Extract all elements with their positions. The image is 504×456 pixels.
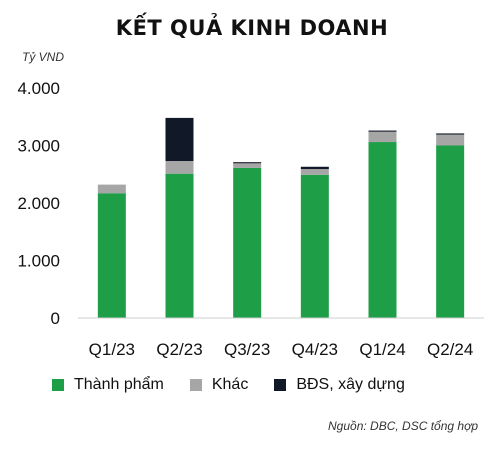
bar-segment-khac-5 [436,134,465,146]
legend-swatch [189,379,202,391]
bar-segment-bds-5 [436,133,465,135]
y-tick-label: 4.000 [17,79,60,98]
y-tick-label: 2.000 [17,194,60,213]
bar-segment-khac-4 [368,131,397,143]
x-tick-label: Q1/23 [89,340,135,359]
bar-segment-khac-3 [300,169,329,175]
x-axis-ticks: Q1/23 Q2/23 Q3/23 Q4/23 Q1/24 Q2/24 [89,340,474,359]
bar-segment-thanh-pham-2 [233,167,262,318]
x-tick-label: Q2/23 [156,340,202,359]
x-tick-label: Q1/24 [359,340,405,359]
bar-segment-thanh-pham-3 [300,174,329,318]
legend-item-khac: Khác [189,376,249,394]
bar-segment-khac-2 [233,163,262,168]
bar-segment-thanh-pham-0 [97,193,126,318]
legend-item-thanh-pham: Thành phẩm [52,376,164,394]
bar-segment-bds-3 [300,166,329,170]
x-tick-label: Q3/23 [224,340,270,359]
legend-label: BĐS, xây dựng [296,376,405,393]
legend-label: Thành phẩm [74,376,164,393]
y-tick-label: 0 [51,309,60,328]
bar-segment-thanh-pham-4 [368,142,397,318]
bar-segment-bds-2 [233,162,262,164]
legend-label: Khác [211,376,249,393]
y-axis-ticks: 0 1.000 2.000 3.000 4.000 [17,79,60,328]
bar-segment-thanh-pham-1 [165,173,194,318]
bar-segment-bds-4 [368,130,397,132]
x-tick-label: Q2/24 [427,340,473,359]
bar-segment-bds-1 [165,117,194,162]
legend-swatch [274,379,287,391]
source-note: Nguồn: DBC, DSC tổng hợp [328,419,478,433]
bar-chart: 0 1.000 2.000 3.000 4.000 Q1/23 Q2/23 Q3/23 Q4/… [17,79,484,359]
bar-segment-khac-0 [97,184,126,194]
y-tick-label: 1.000 [17,252,60,271]
y-axis-unit-label: Tỷ VND [22,50,64,64]
y-tick-label: 3.000 [17,137,60,156]
legend-item-bds-xay-dung: BĐS, xây dựng [274,376,405,394]
chart-title: KẾT QUẢ KINH DOANH [115,16,389,40]
bar-segment-khac-1 [165,161,194,174]
x-tick-label: Q4/23 [292,340,338,359]
bar-segment-thanh-pham-5 [436,145,465,318]
stacked-bars [97,117,465,318]
legend-swatch [52,379,64,391]
legend: Thành phẩm Khác BĐS, xây dựng [52,376,405,394]
